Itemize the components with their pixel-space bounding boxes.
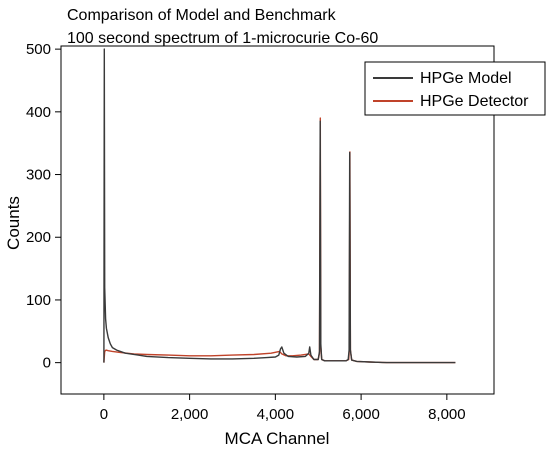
chart-subtitle: 100 second spectrum of 1-microcurie Co-6… (67, 30, 378, 47)
y-tick-label: 300 (26, 167, 51, 184)
y-tick-label: 400 (26, 104, 51, 121)
chart-title: Comparison of Model and Benchmark (67, 7, 337, 24)
x-tick-label: 8,000 (428, 406, 466, 423)
y-tick-label: 200 (26, 229, 51, 246)
y-tick-label: 0 (43, 355, 51, 372)
x-tick-label: 4,000 (257, 406, 295, 423)
x-axis-ticks: 0 2,000 4,000 6,000 8,000 (100, 394, 466, 423)
plot-area: 0 2,000 4,000 6,000 8,000 0 100 200 300 400 500 (26, 41, 495, 423)
series-layer (103, 48, 456, 364)
legend-label-model: HPGe Model (420, 70, 512, 87)
x-tick-label: 2,000 (171, 406, 209, 423)
x-axis-title: MCA Channel (225, 429, 330, 448)
legend-label-detector: HPGe Detector (420, 93, 529, 110)
y-axis-title: Counts (4, 196, 23, 250)
series-line-hpge-model (103, 48, 456, 364)
y-tick-label: 100 (26, 292, 51, 309)
x-tick-label: 0 (100, 406, 108, 423)
y-axis-ticks: 0 100 200 300 400 500 (26, 41, 61, 372)
series-line-hpge-detector (103, 117, 456, 364)
x-tick-label: 6,000 (342, 406, 380, 423)
plot-frame (60, 45, 495, 395)
legend-box (364, 61, 546, 116)
legend: HPGe Model HPGe Detector (364, 61, 546, 116)
y-tick-label: 500 (26, 41, 51, 58)
